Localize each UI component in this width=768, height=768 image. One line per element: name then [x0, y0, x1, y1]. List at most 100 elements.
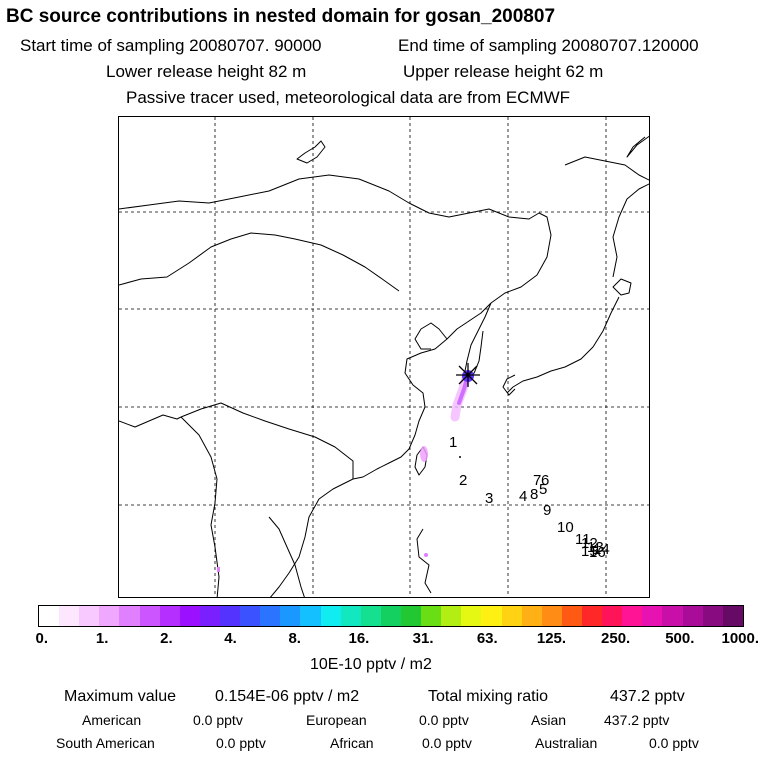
trajectory-point: 12: [581, 535, 598, 552]
region-australian-label: Australian: [535, 735, 598, 751]
colorbar-swatch: [662, 606, 683, 626]
colorbar-swatch: [421, 606, 442, 626]
receptor-star-icon: [456, 363, 480, 387]
total-mixing-label: Total mixing ratio: [428, 688, 549, 705]
trajectory-point: 7: [533, 472, 541, 489]
trajectory-point: 6: [541, 472, 549, 489]
colorbar-swatch: [240, 606, 261, 626]
colorbar-swatch: [39, 606, 60, 626]
colorbar-swatch: [521, 606, 542, 626]
colorbar-tick-label: 31.: [412, 630, 434, 647]
trajectory-point: 16: [589, 544, 606, 561]
colorbar-tick-label: 16.: [348, 630, 370, 647]
start-time: Start time of sampling 20080707. 90000: [20, 36, 322, 55]
trajectory-point: 13: [587, 539, 604, 556]
map-panel: 1 2 3 4 8 7 6 5 9 10 11 12 13 14 15 16: [118, 116, 650, 598]
region-american-label: American: [82, 712, 142, 728]
trajectory-point: 14: [593, 541, 610, 558]
luzon: [416, 528, 432, 594]
grid-lines: [119, 117, 649, 597]
colorbar-tick-label: 2.: [160, 630, 173, 647]
colorbar-swatch: [561, 606, 582, 626]
trajectory-point: 3: [485, 490, 493, 507]
region-european-value: 0.0 pptv: [419, 712, 469, 728]
colorbar-swatch: [400, 606, 422, 626]
colorbar-swatch: [602, 606, 623, 626]
colorbar-swatch: [59, 606, 80, 626]
region-african-label: African: [330, 735, 374, 751]
indochina: [268, 516, 305, 597]
luzon-plume: [424, 553, 428, 557]
trajectory-point: 10: [557, 519, 574, 536]
japan-hokkaido: [612, 278, 632, 296]
colorbar-swatch: [320, 606, 341, 626]
region-asian-label: Asian: [531, 712, 567, 728]
region-south-american-label: South American: [56, 735, 155, 751]
india-coast: [119, 414, 182, 428]
trajectory-point: 9: [543, 502, 551, 519]
plot-title: BC source contributions in nested domain…: [6, 6, 556, 27]
colorbar-swatch: [642, 606, 663, 626]
colorbar-swatch: [581, 606, 603, 626]
colorbar-tick-label: 500.: [665, 630, 695, 647]
china-coast: [352, 302, 492, 480]
region-south-american-value: 0.0 pptv: [216, 735, 266, 751]
max-value: 0.154E-06 pptv / m2: [215, 688, 360, 705]
trace-dot: [459, 456, 461, 458]
colorbar-swatch: [119, 606, 140, 626]
end-time: End time of sampling 20080707.120000: [398, 36, 699, 55]
colorbar-swatch: [501, 606, 522, 626]
colorbar-swatch: [280, 606, 301, 626]
region-australian-value: 0.0 pptv: [649, 735, 699, 751]
colorbar-swatch: [219, 606, 241, 626]
colorbar-swatch: [682, 606, 703, 626]
colorbar-swatch: [79, 606, 100, 626]
colorbar-tick-label: 4.: [224, 630, 237, 647]
total-mixing-value: 437.2 pptv: [610, 688, 685, 705]
colorbar-tick-label: 8.: [288, 630, 301, 647]
lake-baikal: [296, 140, 326, 164]
colorbar-swatch: [179, 606, 200, 626]
myanmar-coast: [180, 416, 220, 597]
trajectory-labels: 1 2 3 4 8 7 6 5 9 10 11 12 13 14 15 16: [449, 434, 610, 561]
colorbar-units: 10E-10 pptv / m2: [310, 656, 432, 673]
colorbar-tick-label: 0.: [35, 630, 49, 647]
colorbar-tick-label: 125.: [536, 630, 567, 647]
china-border-west: [119, 232, 400, 292]
colorbar-swatch: [300, 606, 321, 626]
trajectory-point: 4: [519, 488, 527, 505]
trajectory-point: 5: [539, 481, 547, 498]
trajectory-point: 11: [575, 531, 591, 548]
okhotsk-coast: [564, 156, 649, 181]
region-asian-value: 437.2 pptv: [604, 712, 670, 728]
japan-kyushu: [502, 374, 516, 396]
lower-release-height: Lower release height 82 m: [106, 62, 307, 81]
region-european-label: European: [306, 712, 367, 728]
colorbar-swatch: [481, 606, 502, 626]
colorbar-swatch: [622, 606, 643, 626]
colorbar-tick-label: 250.: [601, 630, 631, 647]
taiwan-plume: [420, 446, 428, 462]
colorbar-swatch: [702, 606, 723, 626]
kamchatka: [626, 135, 649, 158]
country-border-north: [119, 174, 552, 304]
colorbar-swatch: [360, 606, 381, 626]
colorbar-swatch: [541, 606, 562, 626]
tracer-plume: [217, 370, 474, 572]
colorbar: [38, 605, 744, 627]
colorbar-swatch: [199, 606, 220, 626]
colorbar-tick-label: 1.: [95, 630, 109, 647]
colorbar-swatch: [380, 606, 401, 626]
trajectory-point: 8: [530, 486, 538, 503]
colorbar-swatch: [159, 606, 180, 626]
trajectory-point: 1: [449, 434, 457, 451]
colorbar-swatch: [722, 606, 743, 626]
region-african-value: 0.0 pptv: [422, 735, 472, 751]
max-value-label: Maximum value: [64, 688, 177, 705]
colorbar-swatch: [461, 606, 482, 626]
upper-release-height: Upper release height 62 m: [403, 62, 604, 81]
colorbar-swatch: [340, 606, 361, 626]
trajectory-point: 2: [459, 472, 467, 489]
trajectory-point: 15: [581, 543, 598, 560]
mainland-se-asia: [270, 478, 354, 597]
